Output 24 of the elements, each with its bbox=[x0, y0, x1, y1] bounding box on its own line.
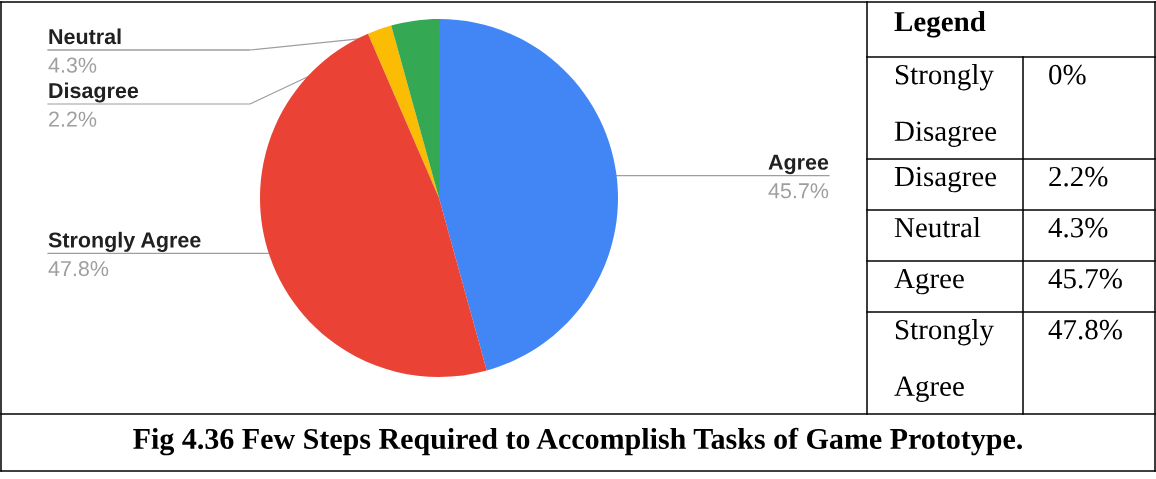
data-label: 4.3% bbox=[48, 57, 97, 73]
pie-slice bbox=[439, 19, 618, 371]
data-label: 45.7% bbox=[768, 183, 829, 199]
category-label: Agree bbox=[894, 268, 964, 295]
slice-label: Neutral bbox=[49, 28, 121, 45]
category-label: Disagree bbox=[894, 166, 997, 193]
data-label: 47.8% bbox=[48, 260, 109, 277]
text: Fig 4.36 Few Steps Required to Accomplish Tasks of Game Prototype. bbox=[133, 427, 1022, 456]
text: 47.8% bbox=[1048, 319, 1122, 340]
pie-slice bbox=[391, 19, 439, 198]
category-label: Strongly Disagree bbox=[894, 64, 997, 147]
pie-slice bbox=[260, 33, 487, 377]
text: 45.7% bbox=[1048, 268, 1122, 289]
pie-slice bbox=[367, 25, 439, 198]
legend-title: Legend bbox=[894, 11, 986, 38]
slice-label: Disagree bbox=[49, 82, 139, 103]
data-label: 2.2% bbox=[49, 111, 97, 127]
slice-label: Agree bbox=[768, 154, 829, 175]
text: 4.3% bbox=[1048, 217, 1108, 238]
text: 0% bbox=[1049, 64, 1086, 85]
category-label: Strongly Agree bbox=[894, 319, 994, 402]
category-label: Neutral bbox=[894, 217, 981, 238]
slice-label: Strongly Agree bbox=[48, 231, 201, 252]
text: 2.2% bbox=[1049, 166, 1108, 187]
